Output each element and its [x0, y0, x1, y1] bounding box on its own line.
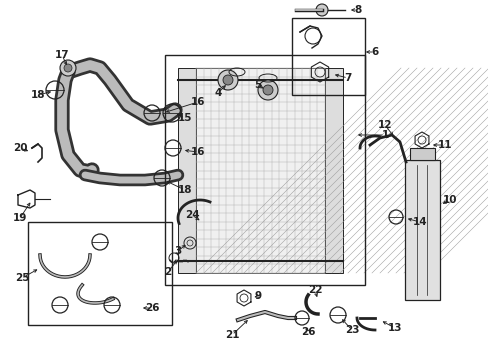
- Circle shape: [315, 4, 327, 16]
- Text: 19: 19: [13, 213, 27, 223]
- Text: 12: 12: [377, 120, 391, 130]
- Text: 16: 16: [190, 147, 205, 157]
- Text: 14: 14: [412, 217, 427, 227]
- Circle shape: [64, 64, 72, 72]
- Text: 26: 26: [144, 303, 159, 313]
- Text: 17: 17: [55, 50, 69, 60]
- Text: 16: 16: [190, 97, 205, 107]
- Text: 13: 13: [387, 323, 402, 333]
- Text: 3: 3: [174, 246, 181, 256]
- Text: 11: 11: [437, 140, 451, 150]
- Bar: [404, 160, 439, 300]
- Text: 24: 24: [184, 210, 199, 220]
- Text: 21: 21: [224, 330, 239, 340]
- Bar: [196, 68, 325, 273]
- Text: 25: 25: [15, 273, 29, 283]
- Text: 2: 2: [164, 267, 171, 277]
- Text: 5: 5: [254, 80, 261, 90]
- Circle shape: [258, 80, 278, 100]
- Bar: [291, 18, 364, 95]
- Text: 8: 8: [354, 5, 361, 15]
- Circle shape: [223, 75, 232, 85]
- Circle shape: [218, 70, 238, 90]
- Bar: [164, 55, 364, 285]
- Circle shape: [60, 60, 76, 76]
- Bar: [28, 222, 172, 325]
- Text: 26: 26: [300, 327, 315, 337]
- Circle shape: [263, 85, 272, 95]
- Text: 1: 1: [381, 130, 388, 140]
- Text: 7: 7: [344, 73, 351, 83]
- Text: 18: 18: [31, 90, 45, 100]
- Text: 9: 9: [254, 291, 261, 301]
- Bar: [178, 68, 196, 273]
- Text: 18: 18: [177, 185, 192, 195]
- Bar: [409, 148, 434, 160]
- Text: 4: 4: [214, 88, 221, 98]
- Bar: [325, 68, 342, 273]
- Text: 20: 20: [13, 143, 27, 153]
- Text: 22: 22: [307, 285, 322, 295]
- Text: 23: 23: [344, 325, 359, 335]
- Text: 15: 15: [177, 113, 192, 123]
- Text: 10: 10: [442, 195, 456, 205]
- Text: 6: 6: [370, 47, 378, 57]
